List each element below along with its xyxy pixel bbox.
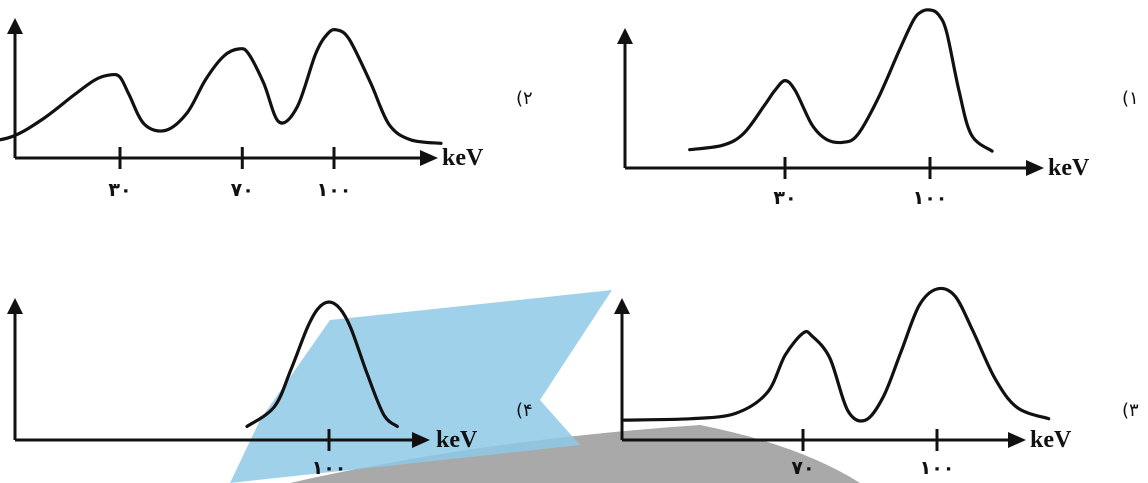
x-ticks: ۷۰ ۱۰۰: [791, 429, 954, 479]
option-label: (۴: [516, 400, 533, 421]
option-label: (۱: [1122, 88, 1139, 109]
x-axis-arrow-icon: [1026, 160, 1044, 176]
x-axis-unit-label: keV: [442, 145, 484, 171]
x-tick-label: ۳۰: [108, 179, 131, 201]
x-axis-arrow-icon: [420, 150, 438, 166]
y-axis-arrow-icon: [617, 28, 633, 44]
x-axis-arrow-icon: [1008, 432, 1026, 448]
x-tick-label: ۱۰۰: [920, 457, 955, 479]
spectrum-panel-4: keV (۴ ۱۰۰: [7, 298, 533, 479]
x-ticks: ۳۰ ۱۰۰: [773, 157, 947, 209]
x-tick-label: ۷۰: [231, 179, 254, 201]
y-axis-arrow-icon: [614, 298, 630, 314]
option-label: (۳: [1122, 400, 1139, 421]
watermark-blue-ribbon: [230, 290, 612, 483]
y-axis-arrow-icon: [7, 18, 23, 34]
x-axis-unit-label: keV: [1048, 155, 1090, 181]
x-tick-label: ۷۰: [791, 457, 814, 479]
spectrum-curve: [688, 8, 994, 153]
watermark: [230, 290, 860, 483]
x-tick-label: ۳۰: [773, 187, 796, 209]
x-tick-label: ۱۰۰: [317, 179, 352, 201]
x-ticks: ۳۰ ۷۰ ۱۰۰: [108, 147, 351, 201]
x-tick-label: ۱۰۰: [312, 457, 347, 479]
spectrum-curve: [0, 27, 443, 145]
spectrum-curve: [622, 286, 1051, 423]
x-axis-unit-label: keV: [1030, 427, 1072, 453]
option-label: (۲: [516, 88, 533, 109]
x-axis-unit-label: keV: [436, 427, 478, 453]
y-axis-arrow-icon: [7, 298, 23, 314]
x-tick-label: ۱۰۰: [913, 187, 948, 209]
spectrum-panel-3: keV (۳ ۷۰ ۱۰۰: [614, 286, 1139, 479]
spectrum-curve: [245, 300, 399, 428]
spectrum-panel-2: keV (۲ ۳۰ ۷۰ ۱۰۰: [0, 18, 533, 201]
x-axis-arrow-icon: [412, 432, 430, 448]
spectrum-panel-1: keV (۱ ۳۰ ۱۰۰: [617, 8, 1139, 209]
x-ticks: ۱۰۰: [312, 429, 347, 479]
